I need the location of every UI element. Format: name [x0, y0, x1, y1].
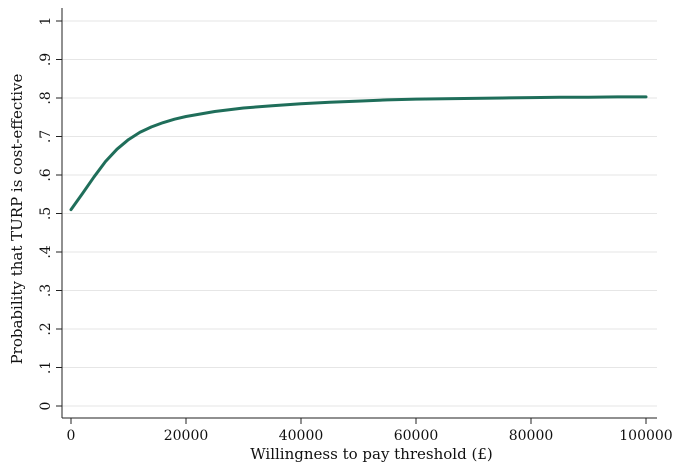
x-tick-label: 80000: [509, 428, 554, 444]
y-tick-label: .3: [38, 284, 54, 297]
y-tick-label: .6: [38, 168, 54, 181]
y-axis-ticks: 0 .1 .2 .3 .4 .5 .6 .7 .8 .9 1: [38, 17, 62, 411]
y-tick-label: .2: [38, 322, 54, 335]
x-tick-label: 0: [67, 428, 76, 444]
y-tick-label: 1: [38, 17, 54, 26]
y-tick-label: .1: [38, 361, 54, 374]
x-tick-label: 100000: [619, 428, 672, 444]
x-axis-title: Willingness to pay threshold (£): [250, 445, 492, 463]
x-tick-label: 40000: [279, 428, 324, 444]
series-layer: [69, 95, 648, 212]
y-axis-title: Probability that TURP is cost-effective: [8, 73, 26, 364]
y-tick-label: .5: [38, 207, 54, 220]
x-tick-label: 60000: [394, 428, 439, 444]
gridlines: [62, 20, 657, 407]
y-tick-label: .7: [38, 130, 54, 143]
y-tick-label: .9: [38, 53, 54, 66]
y-tick-label: .8: [38, 91, 54, 104]
x-axis-ticks: 0 20000 40000 60000 80000 100000: [67, 418, 673, 444]
x-tick-label: 20000: [164, 428, 209, 444]
series-line: [69, 95, 648, 212]
y-tick-label: .4: [38, 245, 54, 258]
y-tick-label: 0: [38, 402, 54, 411]
